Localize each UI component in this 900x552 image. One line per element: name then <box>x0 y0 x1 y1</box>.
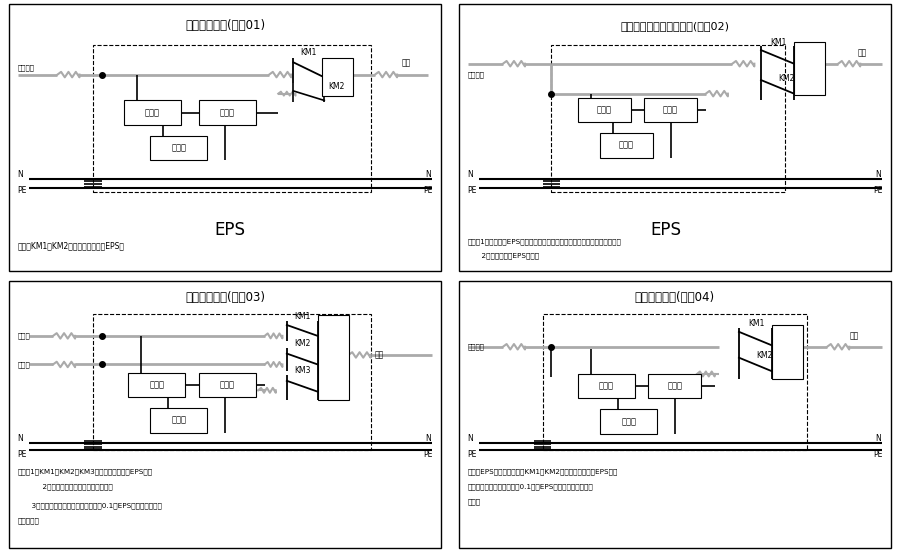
Text: 3、无常用电时，备用电若投入大于0.1秒EPS先投入备用电来: 3、无常用电时，备用电若投入大于0.1秒EPS先投入备用电来 <box>18 503 162 509</box>
FancyBboxPatch shape <box>128 373 185 397</box>
Text: 双电源原理图(编号04): 双电源原理图(编号04) <box>634 291 715 304</box>
Text: N: N <box>468 171 473 179</box>
Text: PE: PE <box>424 450 433 459</box>
Text: 电池组: 电池组 <box>621 417 636 426</box>
Text: 说明：KM1、KM2为电气机械互锁在EPS内: 说明：KM1、KM2为电气机械互锁在EPS内 <box>18 242 125 251</box>
FancyBboxPatch shape <box>199 373 256 397</box>
Text: N: N <box>426 171 431 179</box>
Text: EPS: EPS <box>651 221 681 238</box>
Text: 退出。: 退出。 <box>468 498 481 505</box>
Text: 三相输入: 三相输入 <box>468 71 484 78</box>
FancyBboxPatch shape <box>459 4 891 270</box>
Text: KM2: KM2 <box>328 82 345 91</box>
FancyBboxPatch shape <box>150 136 207 160</box>
Text: KM1: KM1 <box>301 48 317 57</box>
Text: 2、互投装置在EPS之外。: 2、互投装置在EPS之外。 <box>468 252 539 259</box>
FancyBboxPatch shape <box>772 325 803 379</box>
Text: 电池组: 电池组 <box>171 416 186 424</box>
Text: KM1: KM1 <box>770 39 787 47</box>
Text: 电池组: 电池组 <box>619 141 634 150</box>
FancyBboxPatch shape <box>644 98 697 122</box>
Text: 输出: 输出 <box>401 59 410 68</box>
FancyBboxPatch shape <box>150 408 207 433</box>
Text: N: N <box>18 171 23 179</box>
Text: 后再退出。: 后再退出。 <box>18 518 40 524</box>
Text: 说明：1、此种情况EPS的逆变器在关机状态在无市电时立即开机逆变输出。: 说明：1、此种情况EPS的逆变器在关机状态在无市电时立即开机逆变输出。 <box>468 238 622 245</box>
Text: 双电源原理图(编号03): 双电源原理图(编号03) <box>185 291 265 304</box>
Text: 充电器: 充电器 <box>597 105 612 114</box>
Text: 2、充电器可接在备用或常用电上；: 2、充电器可接在备用或常用电上； <box>29 484 112 490</box>
Text: KM1: KM1 <box>294 312 310 321</box>
FancyBboxPatch shape <box>600 133 652 158</box>
Text: 常用点时备用电若投入大于0.1秒，EPS先投入备用电来后再: 常用点时备用电若投入大于0.1秒，EPS先投入备用电来后再 <box>468 484 593 490</box>
Text: 逆变器: 逆变器 <box>668 382 682 391</box>
Text: 三相输入: 三相输入 <box>18 65 35 71</box>
Text: KM2: KM2 <box>757 351 773 360</box>
Text: 常用电: 常用电 <box>18 332 31 339</box>
Text: 逆变器: 逆变器 <box>663 105 678 114</box>
Text: KM2: KM2 <box>294 339 310 348</box>
Text: N: N <box>876 434 881 443</box>
FancyBboxPatch shape <box>318 315 348 400</box>
Text: 输出: 输出 <box>850 332 859 341</box>
Text: 三相输入: 三相输入 <box>468 343 484 350</box>
Text: 逆变器: 逆变器 <box>220 380 235 389</box>
Text: N: N <box>876 171 881 179</box>
FancyBboxPatch shape <box>9 4 441 270</box>
Text: KM3: KM3 <box>294 367 310 375</box>
Text: 做第二回路双回路原理图(编号02): 做第二回路双回路原理图(编号02) <box>620 20 730 30</box>
Text: 充电器: 充电器 <box>145 108 160 117</box>
FancyBboxPatch shape <box>794 42 825 95</box>
Text: 备用电: 备用电 <box>18 361 31 368</box>
FancyBboxPatch shape <box>322 59 353 97</box>
FancyBboxPatch shape <box>578 98 631 122</box>
FancyBboxPatch shape <box>123 100 181 125</box>
Text: 充电器: 充电器 <box>599 382 614 391</box>
Text: PE: PE <box>18 186 27 195</box>
Text: 说明：1、KM1、KM2、KM3为机械电气互锁在EPS内；: 说明：1、KM1、KM2、KM3为机械电气互锁在EPS内； <box>18 469 153 475</box>
FancyBboxPatch shape <box>9 282 441 548</box>
FancyBboxPatch shape <box>578 374 635 399</box>
Text: 逆变器: 逆变器 <box>220 108 235 117</box>
Text: PE: PE <box>18 450 27 459</box>
FancyBboxPatch shape <box>199 100 256 125</box>
Text: 充电器: 充电器 <box>149 380 164 389</box>
Text: 输出: 输出 <box>375 351 384 359</box>
Text: KM1: KM1 <box>749 319 765 328</box>
Text: N: N <box>468 434 473 443</box>
Text: 输出: 输出 <box>858 48 868 57</box>
Text: N: N <box>18 434 23 443</box>
FancyBboxPatch shape <box>649 374 701 399</box>
Text: KM2: KM2 <box>778 74 795 83</box>
Text: PE: PE <box>468 450 477 459</box>
Text: PE: PE <box>424 186 433 195</box>
Text: 电池组: 电池组 <box>171 144 186 152</box>
Text: 说明：EPS相当于第三电源KM1、KM2为机械电气互锁在EPS内无: 说明：EPS相当于第三电源KM1、KM2为机械电气互锁在EPS内无 <box>468 469 618 475</box>
Text: EPS: EPS <box>214 221 245 238</box>
Text: 单电源原理图(编号01): 单电源原理图(编号01) <box>185 19 266 32</box>
Text: PE: PE <box>873 186 883 195</box>
FancyBboxPatch shape <box>459 282 891 548</box>
Text: PE: PE <box>468 186 477 195</box>
Text: N: N <box>426 434 431 443</box>
FancyBboxPatch shape <box>600 410 657 434</box>
Text: PE: PE <box>873 450 883 459</box>
